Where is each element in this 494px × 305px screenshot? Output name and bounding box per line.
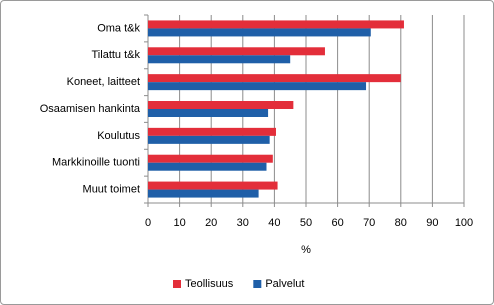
bar	[148, 162, 267, 171]
bar	[148, 154, 273, 163]
bar	[148, 127, 276, 136]
x-tick-label: 20	[205, 217, 217, 229]
bar	[148, 28, 371, 37]
bar	[148, 82, 367, 91]
y-tick-label: Oma t&k	[97, 22, 140, 34]
bar	[148, 47, 325, 56]
x-tick-label: 30	[237, 217, 249, 229]
x-tick-label: 80	[395, 217, 407, 229]
y-tick-label: Osaamisen hankinta	[40, 103, 141, 115]
x-tick-label: 0	[145, 217, 151, 229]
y-tick-label: Markkinoille tuonti	[52, 157, 140, 169]
x-tick-label: 70	[363, 217, 375, 229]
x-tick-label: 40	[268, 217, 280, 229]
legend-swatch	[173, 280, 181, 288]
legend-label: Palvelut	[265, 278, 304, 290]
y-tick-label: Koneet, laitteet	[67, 76, 140, 88]
x-axis-label: %	[301, 244, 311, 256]
bar	[148, 55, 291, 64]
x-tick-label: 50	[300, 217, 312, 229]
x-tick-label: 90	[426, 217, 438, 229]
x-tick-label: 10	[173, 217, 185, 229]
bar	[148, 74, 401, 83]
legend-swatch	[253, 280, 262, 288]
y-tick-label: Koulutus	[97, 130, 140, 142]
x-tick-label: 60	[331, 217, 343, 229]
bar	[148, 189, 259, 198]
bar	[148, 101, 294, 109]
bar	[148, 181, 278, 190]
bar	[148, 20, 404, 29]
legend-label: Teollisuus	[185, 278, 234, 290]
bar	[148, 109, 269, 117]
x-tick-label: 100	[455, 217, 473, 229]
y-tick-label: Tilattu t&k	[92, 49, 141, 61]
bar	[148, 135, 270, 144]
y-tick-label: Muut toimet	[83, 183, 140, 195]
